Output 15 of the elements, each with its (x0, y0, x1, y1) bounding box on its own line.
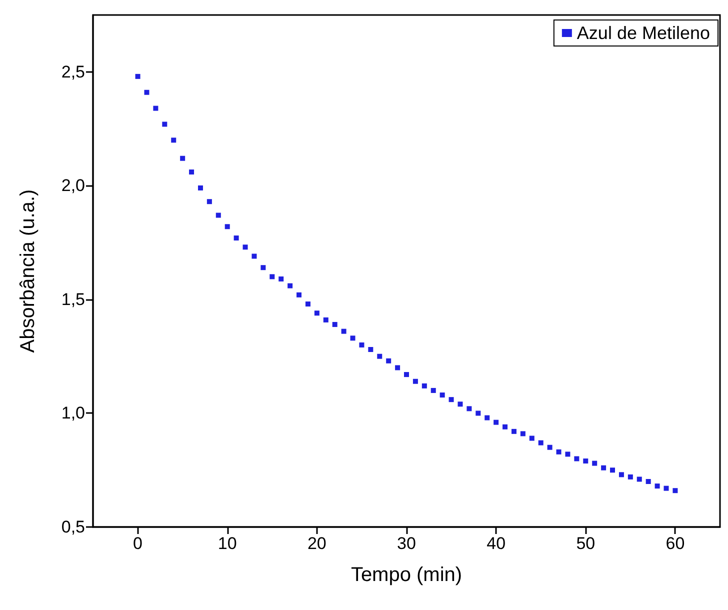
x-axis-title: Tempo (min) (350, 564, 462, 586)
y-axis-title: Absorbância (u.a.) (17, 189, 39, 353)
y-tick-label: 1,0 (61, 404, 85, 423)
x-tick-label: 40 (486, 534, 506, 553)
y-tick-label: 1,5 (61, 290, 85, 309)
y-tick-label: 2,5 (61, 62, 85, 82)
x-tick-label: 0 (133, 534, 143, 553)
y-tick-label: 0,5 (61, 518, 85, 536)
x-tick-label: 60 (666, 534, 685, 553)
x-tick-label: 30 (397, 534, 416, 553)
x-tick-label: 20 (307, 534, 326, 553)
y-tick-label: 2,0 (61, 176, 85, 196)
x-tick-label: 50 (576, 534, 596, 553)
x-tick-label: 10 (218, 534, 237, 553)
legend-label: Azul de Metileno (576, 23, 710, 43)
